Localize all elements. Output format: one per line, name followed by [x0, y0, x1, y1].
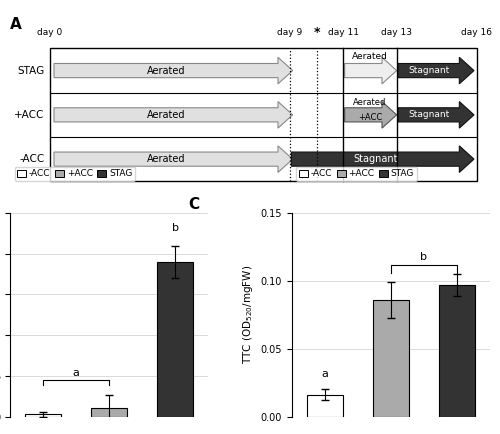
- Text: Aerated: Aerated: [147, 154, 185, 164]
- Polygon shape: [398, 57, 474, 84]
- Text: -ACC: -ACC: [20, 154, 44, 164]
- FancyBboxPatch shape: [50, 49, 476, 181]
- Text: day 11: day 11: [328, 28, 359, 37]
- Polygon shape: [54, 146, 292, 172]
- Text: a: a: [322, 368, 328, 378]
- Text: Aerated: Aerated: [147, 66, 185, 76]
- Polygon shape: [54, 102, 292, 128]
- Text: Stagnant: Stagnant: [408, 66, 450, 75]
- Text: Aerated: Aerated: [352, 52, 388, 61]
- Bar: [306, 395, 343, 417]
- Text: Stagnant: Stagnant: [408, 110, 450, 119]
- Polygon shape: [292, 146, 474, 172]
- Y-axis label: TTC (OD$_{520}$/mgFW): TTC (OD$_{520}$/mgFW): [241, 265, 255, 365]
- Text: Aerated: Aerated: [147, 110, 185, 120]
- Legend: -ACC, +ACC, STAG: -ACC, +ACC, STAG: [296, 167, 416, 181]
- Text: day 9: day 9: [278, 28, 302, 37]
- Text: day 16: day 16: [461, 28, 492, 37]
- Text: b: b: [172, 224, 179, 233]
- Legend: -ACC, +ACC, STAG: -ACC, +ACC, STAG: [14, 167, 135, 181]
- Text: day 0: day 0: [38, 28, 62, 37]
- Polygon shape: [344, 102, 397, 128]
- Text: a: a: [72, 368, 80, 378]
- Text: A: A: [10, 17, 22, 33]
- Text: +ACC: +ACC: [14, 110, 44, 120]
- Text: b: b: [420, 252, 428, 262]
- Text: +ACC: +ACC: [358, 112, 382, 122]
- Text: Aerated: Aerated: [354, 98, 386, 107]
- Bar: [157, 262, 194, 417]
- Bar: [91, 408, 128, 417]
- Bar: [439, 285, 475, 417]
- Text: C: C: [188, 197, 200, 212]
- Text: STAG: STAG: [18, 66, 44, 76]
- Text: *: *: [314, 26, 320, 39]
- Bar: [372, 300, 409, 417]
- Text: day 13: day 13: [381, 28, 412, 37]
- Bar: [25, 414, 61, 417]
- Polygon shape: [344, 57, 397, 84]
- Text: Stagnant: Stagnant: [353, 154, 398, 164]
- Polygon shape: [398, 102, 474, 128]
- Polygon shape: [54, 57, 292, 84]
